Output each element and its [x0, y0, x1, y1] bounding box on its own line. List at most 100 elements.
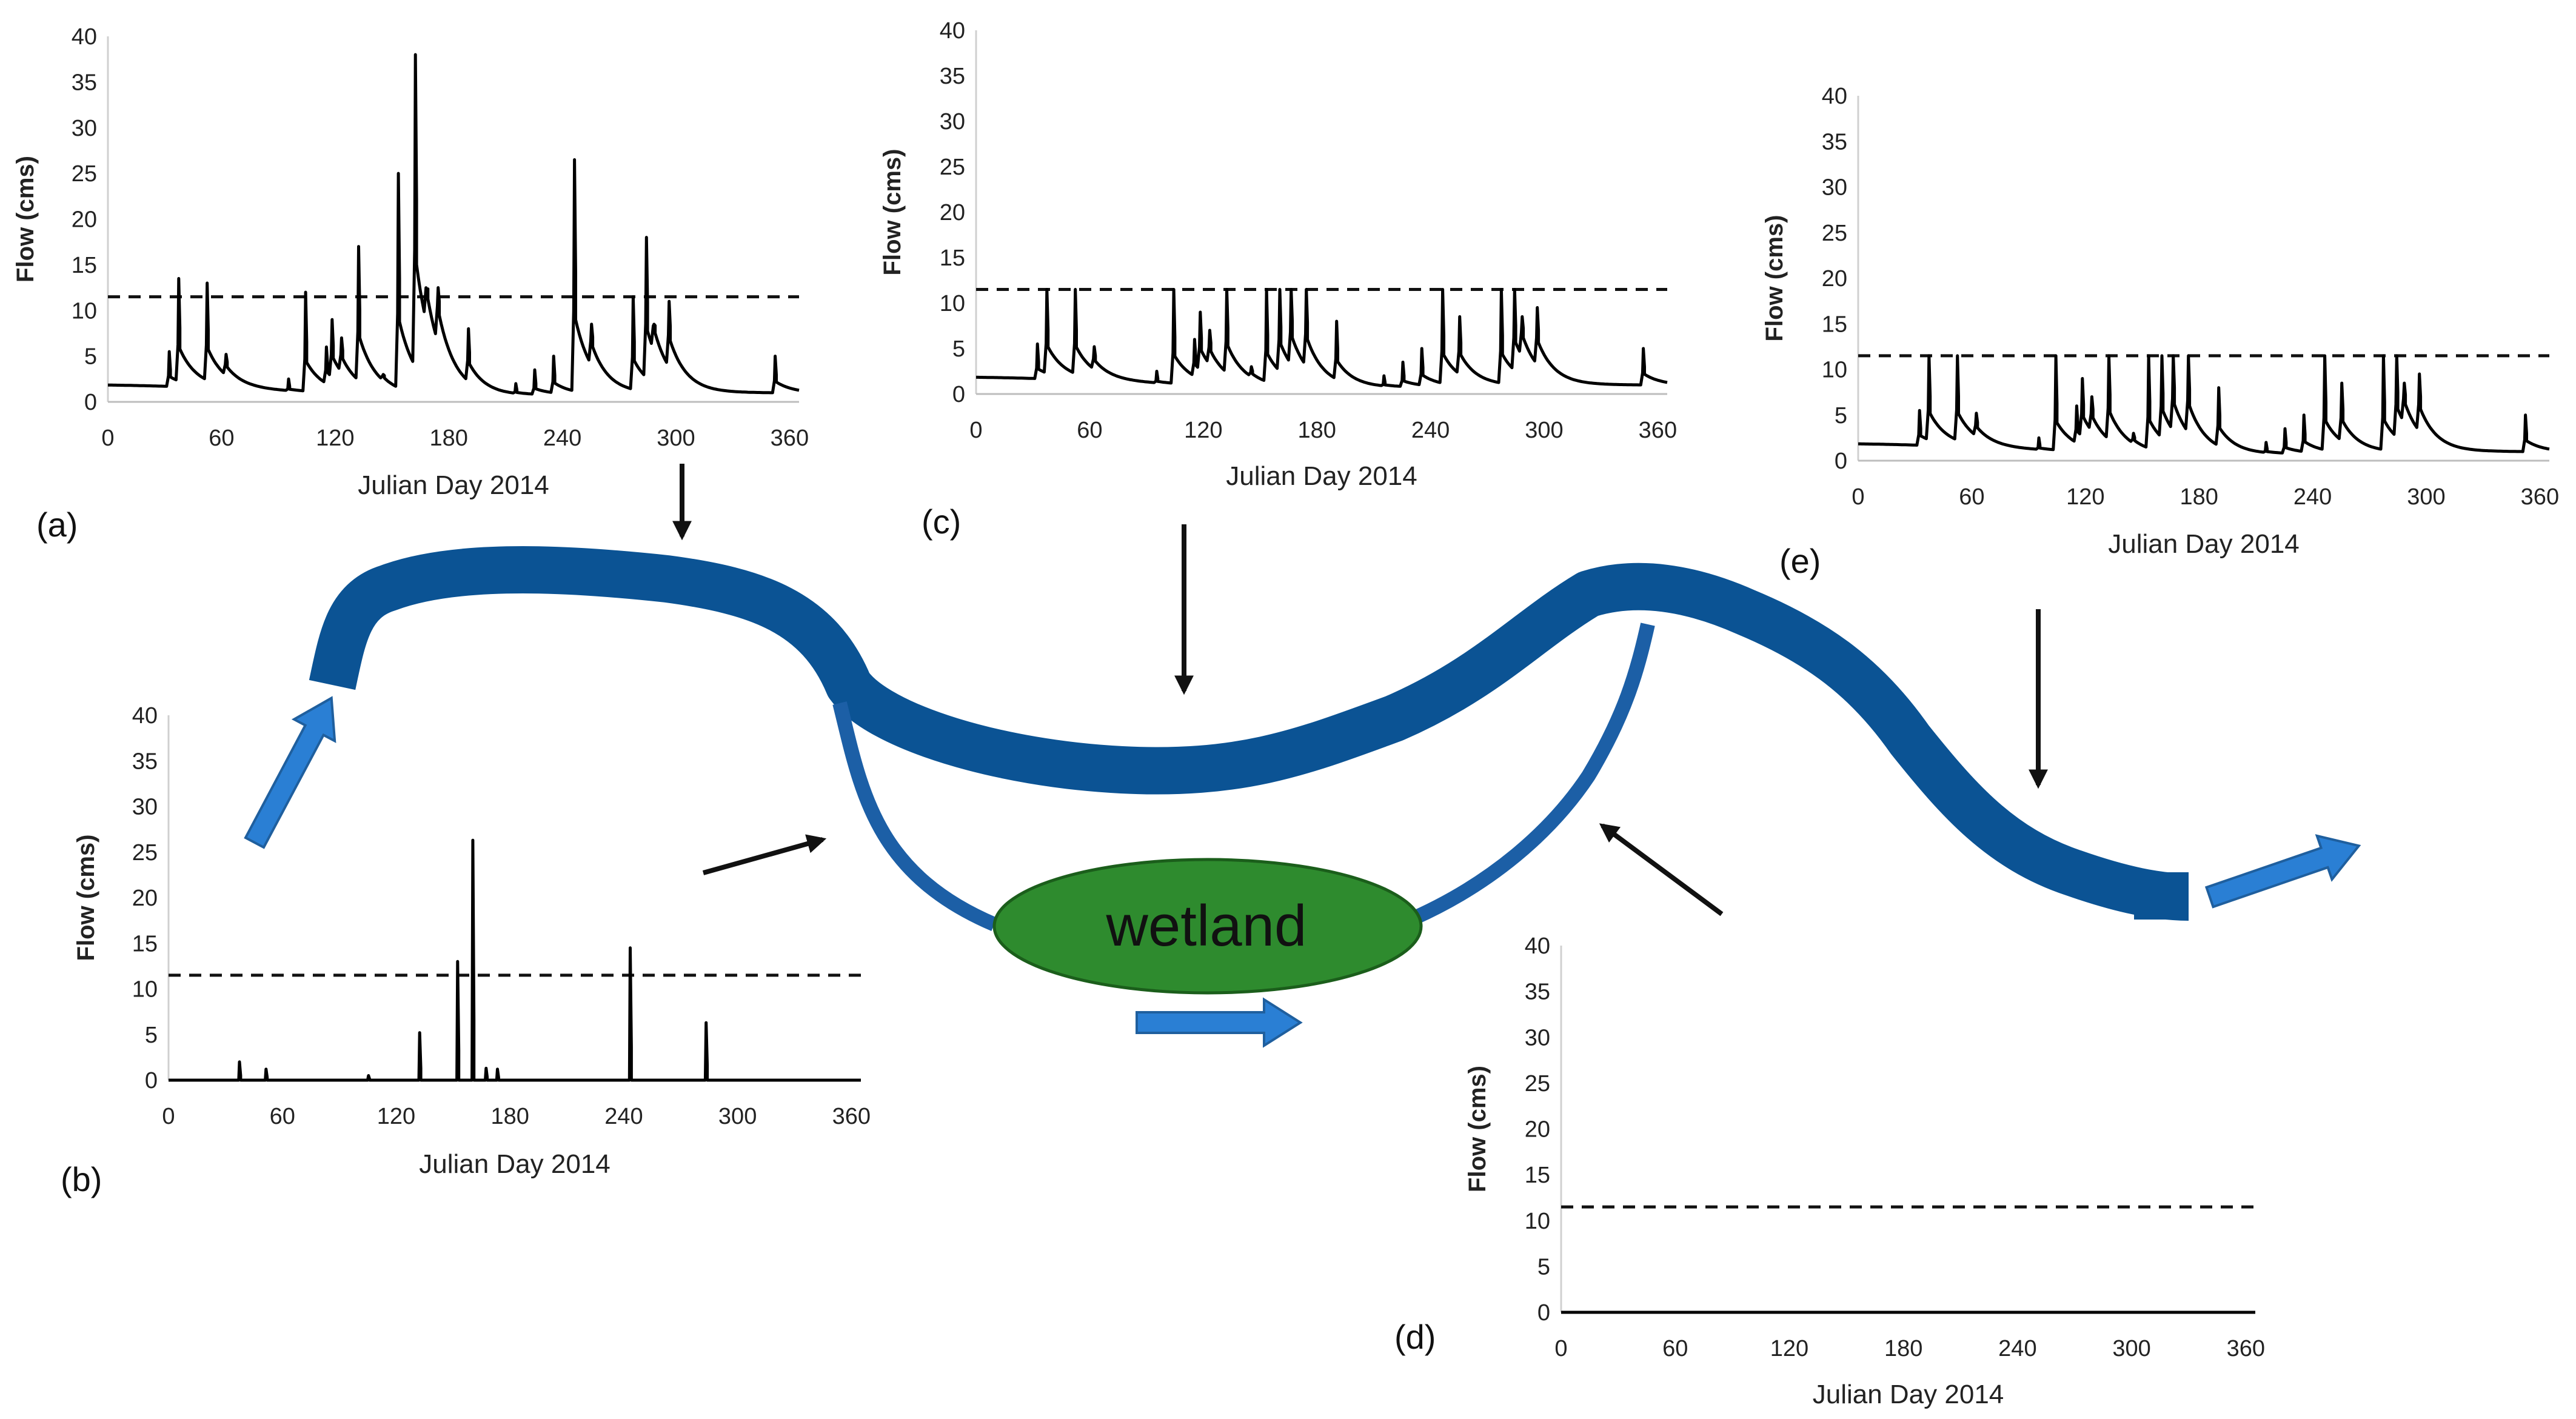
flow-peak-point — [424, 290, 429, 295]
flow-peak-point — [366, 1073, 371, 1078]
y-tick-label: 15 — [940, 245, 965, 271]
x-tick-label: 120 — [1770, 1336, 1808, 1361]
y-tick-label: 20 — [940, 200, 965, 225]
chart-e: 0 5 10 15 20 25 30 35 40 0 60 120 180 240 300 360 Julian… — [1761, 84, 2559, 580]
flow-peak-point — [1520, 315, 1525, 319]
flow-peak-point — [2301, 413, 2306, 418]
y-tick-label: 0 — [952, 382, 965, 407]
flow-peak-point — [324, 345, 329, 350]
flow-peak-point — [413, 52, 418, 57]
flow-peak-point — [286, 376, 291, 381]
flow-peak-point — [514, 381, 518, 386]
y-tick-label: 30 — [132, 795, 158, 820]
flow-peak-point — [2394, 353, 2399, 358]
flow-peak-point — [176, 276, 181, 281]
y-tick-label: 20 — [1822, 266, 1847, 292]
chart-a: 0 5 10 15 20 25 30 35 40 0 60 120 180 240 300 360 Julian… — [12, 24, 809, 544]
panel-label: (b) — [61, 1160, 102, 1198]
y-tick-label: 10 — [132, 977, 158, 1003]
wetland-flow-direction-arrow — [1136, 997, 1303, 1048]
flow-peak-point — [704, 1020, 709, 1025]
y-tick-label: 15 — [72, 253, 97, 278]
y-tick-label: 10 — [1822, 358, 1847, 383]
y-tick-label: 0 — [1537, 1300, 1550, 1326]
flow-peak-point — [1045, 287, 1049, 292]
y-tick-label: 30 — [1525, 1025, 1550, 1050]
flow-peak-point — [532, 367, 537, 372]
y-tick-label: 20 — [1525, 1117, 1550, 1143]
flow-peak-point — [2146, 353, 2151, 358]
y-tick-label: 15 — [132, 931, 158, 957]
flow-peak-point — [551, 354, 556, 359]
flow-peak-point — [1289, 287, 1294, 292]
flow-peak-point — [2159, 353, 2164, 358]
flow-peak-point — [1073, 287, 1078, 292]
flow-peak-point — [1154, 369, 1159, 374]
x-axis-title: Julian Day 2014 — [1813, 1380, 2004, 1409]
y-tick-label: 40 — [132, 703, 158, 729]
y-tick-label: 10 — [1525, 1209, 1550, 1234]
x-tick-label: 0 — [1554, 1336, 1567, 1361]
flow-peak-point — [1457, 315, 1462, 319]
wetland-inflow-channel — [832, 701, 997, 932]
x-tick-label: 300 — [657, 426, 695, 451]
flow-peak-point — [1419, 346, 1424, 351]
flow-peak-point — [1382, 373, 1387, 378]
x-tick-label: 360 — [2227, 1336, 2265, 1361]
flow-peak-point — [205, 281, 210, 285]
x-tick-label: 240 — [1998, 1336, 2036, 1361]
wetland — [992, 858, 1423, 995]
y-tick-label: 0 — [84, 390, 97, 415]
flow-peak-point — [2323, 353, 2327, 358]
x-axis-title: Julian Day 2014 — [2108, 529, 2300, 559]
x-tick-label: 0 — [1852, 484, 1864, 510]
river-system: wetland — [309, 546, 2189, 995]
y-tick-label: 10 — [72, 298, 97, 324]
y-tick-label: 20 — [72, 207, 97, 233]
x-tick-label: 300 — [2407, 484, 2445, 510]
flow-peak-point — [1334, 319, 1339, 324]
flow-peak-point — [2080, 376, 2085, 381]
chart-d: 0 5 10 15 20 25 30 35 40 0 60 120 180 240 300 360 Julian… — [1394, 933, 2265, 1409]
y-axis-title: Flow (cms) — [1464, 1066, 1491, 1192]
flow-peak-point — [1955, 353, 1960, 358]
flow-peak-point — [2074, 404, 2079, 409]
x-tick-label: 60 — [1662, 1336, 1688, 1361]
x-axis-title: Julian Day 2014 — [358, 470, 549, 500]
flow-peak-point — [1512, 287, 1517, 292]
y-tick-label: 25 — [132, 840, 158, 866]
y-tick-label: 40 — [72, 24, 97, 50]
flow-peak-point — [1499, 287, 1504, 292]
flow-peak-point — [167, 349, 172, 354]
pointer-arrow-b — [702, 834, 827, 875]
y-tick-label: 25 — [940, 155, 965, 180]
x-tick-label: 180 — [1297, 418, 1336, 443]
y-tick-label: 30 — [72, 116, 97, 141]
y-tick-label: 10 — [940, 291, 965, 316]
y-tick-label: 40 — [940, 18, 965, 44]
flow-peak-point — [652, 322, 657, 327]
flow-peak-point — [2340, 381, 2344, 386]
flow-peak-point — [1277, 287, 1282, 292]
panel-label: (a) — [36, 506, 78, 544]
y-tick-label: 25 — [1525, 1071, 1550, 1097]
flow-peak-point — [773, 354, 778, 359]
x-tick-label: 0 — [101, 426, 114, 451]
x-tick-label: 300 — [1525, 418, 1563, 443]
x-tick-label: 0 — [162, 1104, 175, 1129]
flow-peak-point — [466, 326, 471, 331]
flow-peak-point — [1917, 408, 1922, 413]
flow-peak-point — [2283, 426, 2287, 431]
flow-peak-point — [224, 352, 229, 357]
flow-series-line — [976, 288, 1668, 388]
x-tick-label: 240 — [604, 1104, 643, 1129]
y-axis-title: Flow (cms) — [879, 149, 906, 276]
flow-peak-point — [2523, 413, 2528, 418]
x-tick-label: 360 — [2521, 484, 2559, 510]
flow-peak-point — [1535, 306, 1540, 310]
x-tick-label: 360 — [1639, 418, 1677, 443]
wetland-label: wetland — [1106, 893, 1307, 958]
flow-peak-point — [455, 959, 460, 964]
x-tick-label: 120 — [316, 426, 354, 451]
